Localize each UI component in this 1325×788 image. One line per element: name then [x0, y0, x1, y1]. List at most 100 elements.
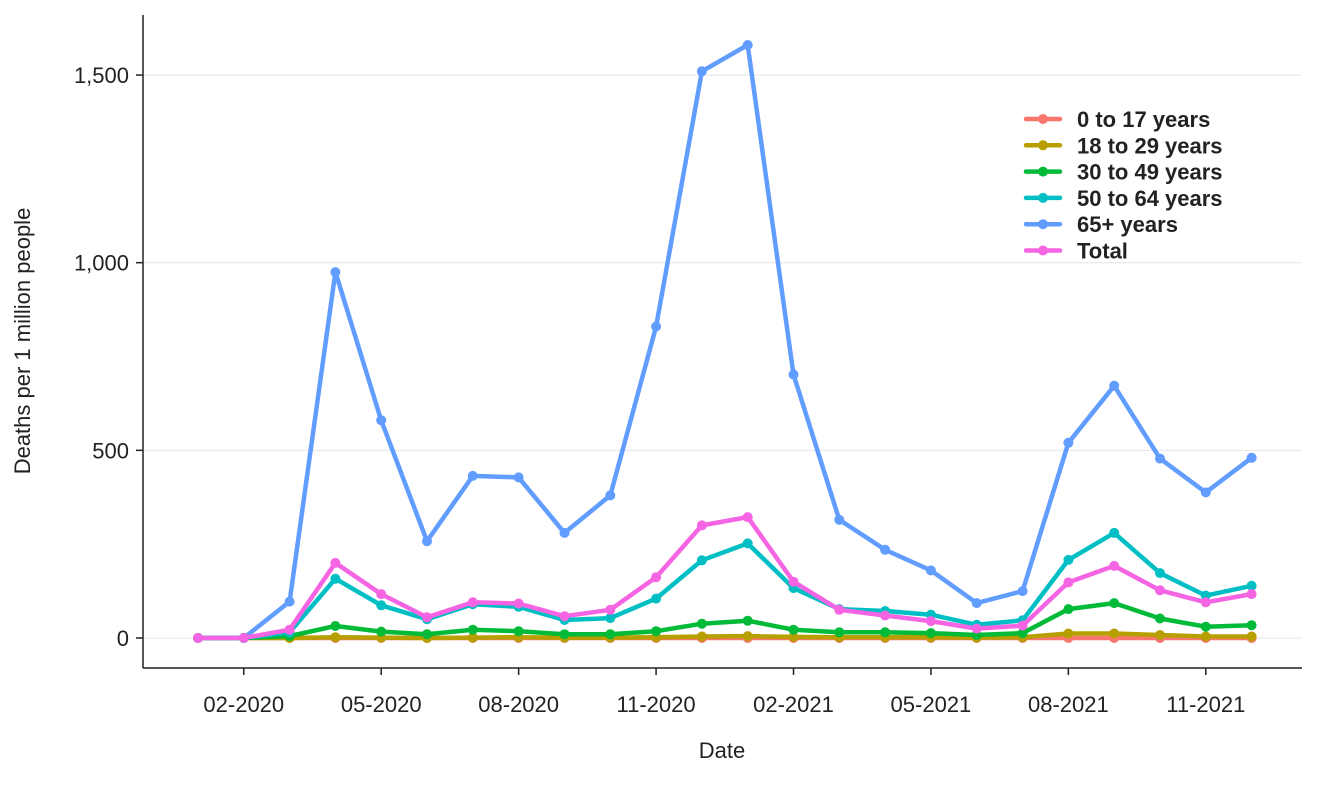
data-point-65plus-years	[376, 415, 387, 426]
data-point-total	[1155, 585, 1165, 596]
data-point-65plus-years	[1200, 487, 1211, 498]
y-tick-label: 1,000	[74, 251, 129, 276]
data-point-30-to-49-years	[925, 628, 936, 639]
data-point-total	[1109, 560, 1120, 571]
data-point-30-to-49-years	[422, 629, 432, 640]
ticks: 0 500 1,000 1,500 02-2020 05-2020 08-2020 11-20…	[74, 63, 1245, 717]
data-point-65plus-years	[651, 321, 662, 332]
data-point-30-to-49-years	[1017, 628, 1028, 639]
axes	[142, 15, 1302, 669]
series-line-18-to-29-years	[195, 631, 1254, 641]
legend-label: 30 to 49 years	[1077, 160, 1223, 185]
legend-item-50-to-64-years: 50 to 64 years	[1023, 186, 1223, 211]
data-point-65plus-years	[467, 470, 478, 481]
x-tick-label: 02-2021	[753, 692, 834, 717]
data-point-30-to-49-years	[1155, 613, 1165, 624]
data-point-total	[284, 624, 295, 635]
data-point-total	[651, 572, 662, 583]
legend-swatch-point	[1038, 192, 1048, 203]
data-point-50-to-64-years	[1155, 568, 1165, 579]
legend-swatch-point	[1038, 245, 1048, 256]
data-point-total	[559, 611, 570, 622]
data-point-30-to-49-years	[742, 615, 753, 626]
x-tick-label: 08-2021	[1028, 692, 1109, 717]
data-point-18-to-29-years	[1109, 628, 1120, 639]
legend-item-18-to-29-years: 18 to 29 years	[1023, 133, 1223, 158]
data-point-50-to-64-years	[651, 593, 662, 604]
data-point-total	[605, 604, 616, 615]
legend-swatch-point	[1038, 166, 1048, 177]
data-point-50-to-64-years	[1246, 580, 1257, 591]
y-tick-label: 1,500	[74, 63, 129, 88]
data-point-50-to-64-years	[1063, 554, 1074, 565]
legend-item-65plus-years: 65+ years	[1023, 212, 1178, 237]
series-50-to-64-years	[193, 527, 1257, 643]
data-point-total	[788, 576, 799, 587]
data-point-18-to-29-years	[742, 631, 753, 642]
data-point-total	[1200, 597, 1211, 608]
data-point-65plus-years	[330, 267, 341, 278]
legend-label: 50 to 64 years	[1077, 186, 1223, 211]
data-point-total	[834, 604, 845, 615]
data-point-65plus-years	[513, 472, 524, 483]
data-point-30-to-49-years	[651, 626, 662, 637]
data-point-30-to-49-years	[467, 624, 478, 635]
data-point-total	[1063, 577, 1074, 588]
data-point-total	[422, 612, 432, 623]
data-point-65plus-years	[422, 536, 432, 547]
y-axis-title: Deaths per 1 million people	[10, 208, 35, 475]
data-point-total	[1017, 620, 1028, 631]
data-point-total	[376, 589, 387, 600]
data-point-65plus-years	[1246, 452, 1257, 463]
data-point-18-to-29-years	[788, 631, 799, 642]
data-point-total	[238, 633, 249, 643]
series	[193, 40, 1257, 643]
data-point-50-to-64-years	[696, 555, 707, 566]
data-point-65plus-years	[1017, 586, 1028, 597]
legend-swatch-point	[1038, 219, 1048, 230]
data-point-30-to-49-years	[1109, 598, 1120, 609]
data-point-18-to-29-years	[1246, 631, 1257, 642]
legend-item-0-to-17-years: 0 to 17 years	[1023, 107, 1210, 132]
data-point-50-to-64-years	[742, 538, 753, 549]
data-point-65plus-years	[880, 544, 891, 555]
data-point-total	[880, 610, 891, 621]
data-point-50-to-64-years	[330, 573, 341, 584]
x-tick-label: 11-2020	[617, 692, 696, 717]
data-point-total	[330, 557, 341, 568]
data-point-total	[467, 597, 478, 608]
x-tick-label: 05-2021	[891, 692, 972, 717]
legend-label: 18 to 29 years	[1077, 133, 1223, 158]
legend-label: Total	[1077, 239, 1128, 264]
x-axis-title: Date	[699, 738, 745, 763]
data-point-65plus-years	[1109, 380, 1120, 391]
legend-swatch-point	[1038, 140, 1048, 151]
data-point-total	[925, 616, 936, 627]
x-tick-label: 08-2020	[478, 692, 559, 717]
data-point-65plus-years	[1063, 437, 1074, 448]
data-point-65plus-years	[696, 66, 707, 77]
series-65plus-years	[193, 40, 1257, 643]
legend-label: 0 to 17 years	[1077, 107, 1210, 132]
data-point-30-to-49-years	[513, 626, 524, 637]
data-point-30-to-49-years	[696, 618, 707, 629]
legend-label: 65+ years	[1077, 212, 1178, 237]
data-point-30-to-49-years	[1200, 621, 1211, 632]
data-point-50-to-64-years	[1109, 527, 1120, 538]
series-line-30-to-49-years	[195, 600, 1254, 641]
data-point-30-to-49-years	[788, 624, 799, 635]
data-point-total	[193, 633, 203, 643]
series-line-65plus-years	[195, 42, 1254, 641]
data-point-30-to-49-years	[605, 629, 616, 640]
data-point-65plus-years	[1155, 453, 1165, 464]
data-point-65plus-years	[559, 527, 570, 538]
x-tick-label: 11-2021	[1166, 692, 1245, 717]
y-tick-label: 0	[117, 626, 129, 651]
series-line-total	[195, 514, 1254, 641]
data-point-18-to-29-years	[1063, 628, 1074, 639]
data-point-total	[696, 520, 707, 531]
data-point-30-to-49-years	[834, 627, 845, 638]
data-point-30-to-49-years	[559, 629, 570, 640]
